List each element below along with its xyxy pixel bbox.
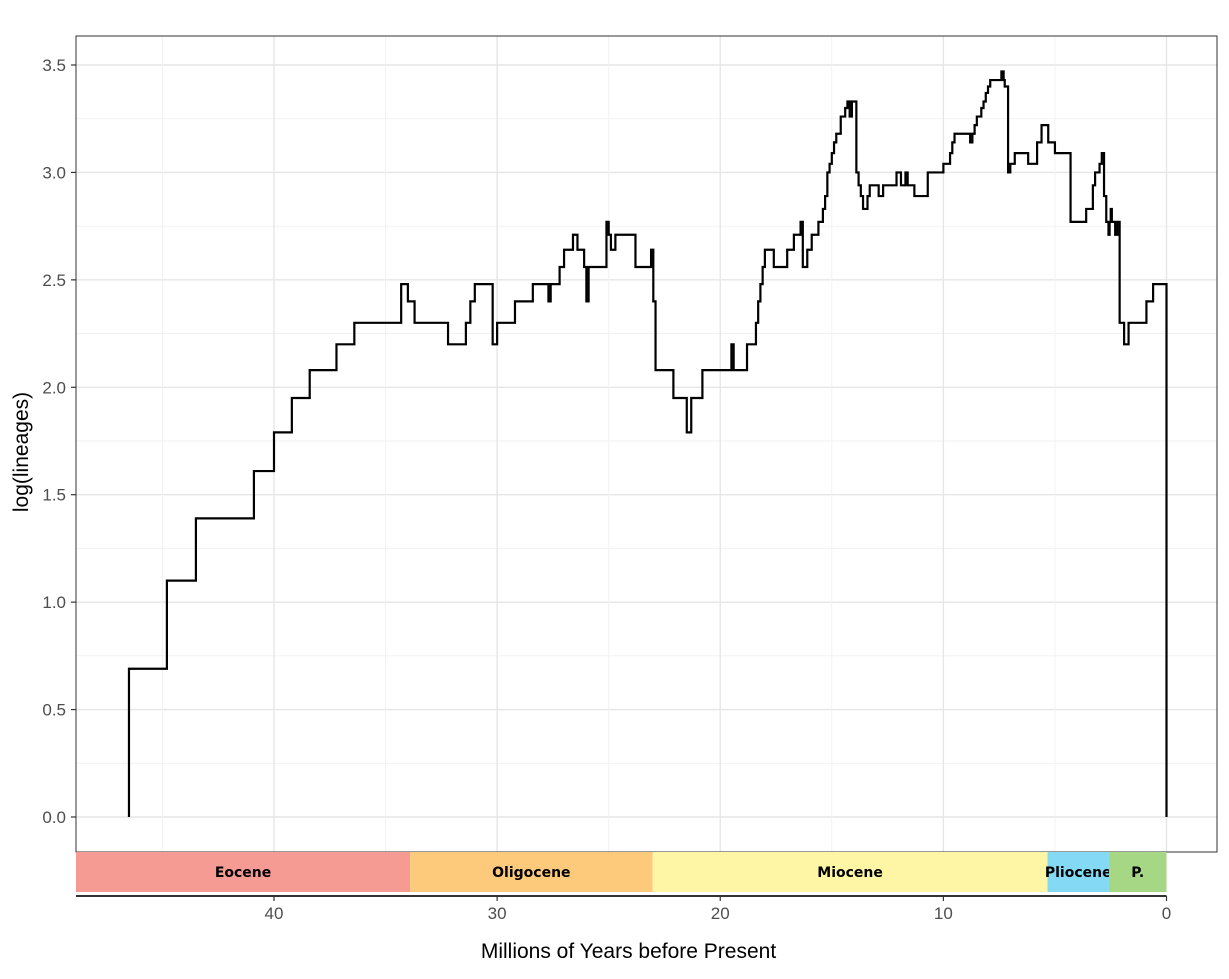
y-axis-title: log(lineages): [10, 392, 33, 512]
epoch-segment: [1047, 852, 1109, 892]
epoch-segment: [76, 852, 411, 892]
epoch-segment: [652, 852, 1048, 892]
x-axis-ticks: 40 30 20 10 0: [76, 895, 1171, 923]
y-tick-label: 3.0: [42, 163, 66, 182]
ltt-step-line: [127, 70, 1168, 817]
grid-lines: [76, 36, 1217, 852]
y-tick-label: 0.5: [42, 701, 66, 720]
x-tick-label: 10: [934, 904, 953, 923]
y-tick-label: 1.0: [42, 593, 66, 612]
x-axis-title: Millions of Years before Present: [481, 940, 776, 963]
y-tick-label: 2.5: [42, 271, 66, 290]
epoch-label: P.: [1131, 865, 1144, 881]
y-tick-label: 1.5: [42, 486, 66, 505]
x-tick-label: 0: [1162, 904, 1171, 923]
y-axis-ticks: 0.0 0.5 1.0 1.5 2.0 2.5 3.0 3.5: [42, 56, 76, 827]
epoch-label: Oligocene: [492, 865, 570, 881]
y-tick-label: 0.0: [42, 808, 66, 827]
x-tick-label: 40: [265, 904, 284, 923]
epoch-label: Eocene: [215, 865, 271, 881]
epoch-label: Pliocene: [1045, 865, 1112, 881]
epoch-segment: [1108, 852, 1167, 892]
x-tick-label: 20: [711, 904, 730, 923]
series-layer: [127, 70, 1168, 817]
y-tick-label: 2.0: [42, 378, 66, 397]
x-tick-label: 30: [488, 904, 507, 923]
plot-panel-border: [75, 35, 1218, 853]
y-tick-label: 3.5: [42, 56, 66, 75]
epoch-segment: [410, 852, 653, 892]
epoch-bar: Eocene Oligocene Miocene Pliocene P.: [76, 852, 1167, 892]
epoch-label: Miocene: [817, 865, 883, 881]
